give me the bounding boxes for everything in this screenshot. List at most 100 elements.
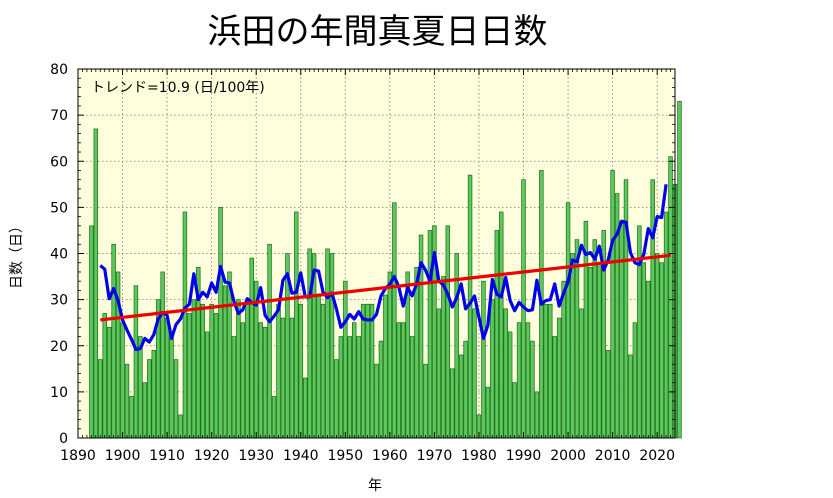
x-tick-label: 1980	[461, 448, 497, 464]
bar-1969	[427, 230, 433, 439]
y-tick-label: 10	[50, 385, 68, 401]
bar-1919	[204, 331, 210, 439]
bar-1997	[552, 336, 557, 439]
x-tick-label: 1990	[506, 448, 542, 464]
trend-line	[100, 253, 671, 322]
bar-2006	[592, 239, 598, 439]
bar-1926	[236, 299, 241, 439]
bar-1950	[343, 280, 348, 439]
bar-1911	[169, 336, 174, 439]
bar-1999	[561, 280, 566, 439]
x-tick-label: 1920	[194, 448, 230, 464]
x-tick-label: 1950	[327, 448, 363, 464]
bar-1920	[209, 303, 214, 439]
y-tick-label: 60	[50, 154, 68, 170]
bar-1945	[320, 303, 326, 439]
bar-1991	[525, 322, 531, 439]
bar-1962	[396, 322, 401, 439]
bar-1992	[530, 340, 535, 439]
bar-1959	[383, 294, 388, 439]
bar-1989	[516, 322, 522, 439]
bar-1905	[142, 382, 148, 439]
bar-2013	[623, 179, 629, 439]
bar-1952	[352, 322, 357, 439]
y-tick-label: 0	[59, 431, 68, 447]
bar-2010	[610, 170, 615, 439]
x-tick-label: 1930	[238, 448, 274, 464]
bar-1979	[472, 308, 477, 439]
trend-annotation: トレンド=10.9 (日/100年)	[91, 80, 265, 96]
bar-1976	[458, 354, 464, 439]
tick-labels: 1890 1900 1910 1920 1930 1940 1950 1960 1970 1980…	[50, 62, 675, 464]
bar-1900	[120, 322, 125, 439]
y-axis-label: 日数（日）	[9, 219, 25, 289]
bar-2022	[663, 211, 669, 439]
moving-average-line	[99, 184, 668, 352]
bar-2025	[677, 100, 682, 439]
bar-1995	[543, 303, 549, 439]
bar-2000	[565, 202, 571, 439]
bar-1915	[187, 313, 192, 439]
bar-1944	[316, 294, 321, 439]
bar-1927	[240, 322, 246, 439]
x-tick-label: 1940	[283, 448, 319, 464]
y-tick-label: 40	[50, 247, 68, 263]
bar-1954	[360, 303, 366, 439]
bar-2021	[659, 262, 664, 439]
bar-2020	[654, 253, 660, 439]
bar-1988	[512, 382, 517, 439]
bar-1957	[374, 363, 379, 439]
bar-1958	[378, 340, 384, 439]
y-tick-label: 30	[50, 293, 68, 309]
bar-1960	[387, 271, 393, 439]
bar-1955	[365, 303, 370, 439]
bar-1932	[262, 326, 268, 439]
bar-1904	[138, 336, 143, 439]
y-tick-label: 80	[50, 62, 68, 78]
bar-1938	[289, 317, 295, 439]
x-tick-label: 1960	[372, 448, 408, 464]
y-tick-label: 20	[50, 339, 68, 355]
bar-1942	[307, 248, 312, 439]
bar-1939	[294, 211, 299, 439]
bar-1925	[231, 336, 237, 439]
bar-1985	[499, 211, 504, 439]
x-tick-label: 2000	[550, 448, 586, 464]
bar-1907	[151, 350, 156, 439]
bar-1982	[485, 386, 491, 439]
bar-1921	[213, 313, 219, 439]
bar-1941	[302, 377, 308, 439]
bar-1923	[222, 285, 228, 439]
x-tick-label: 2010	[595, 448, 631, 464]
bar-1931	[258, 322, 263, 439]
bar-1935	[276, 303, 281, 439]
bar-1996	[548, 303, 553, 439]
bar-1940	[298, 303, 303, 439]
bar-2019	[650, 179, 655, 439]
bar-1968	[423, 363, 428, 439]
x-axis-label: 年	[368, 478, 382, 494]
bar-2003	[579, 308, 584, 439]
bar-1965	[409, 336, 415, 439]
bar-1893	[89, 225, 94, 439]
bar-1912	[173, 359, 179, 439]
bar-1903	[133, 285, 139, 439]
bar-2017	[641, 262, 647, 439]
bar-2005	[588, 266, 593, 439]
bar-1916	[191, 299, 197, 439]
bar-1936	[280, 317, 286, 439]
bar-2015	[632, 322, 638, 439]
bar-1913	[178, 414, 183, 439]
bar-1974	[450, 368, 455, 439]
x-tick-label: 1910	[149, 448, 185, 464]
x-tick-label: 1970	[417, 448, 453, 464]
bar-1897	[106, 326, 112, 439]
bar-2001	[570, 253, 575, 439]
bar-1984	[494, 230, 500, 439]
bar-1906	[147, 359, 152, 439]
bar-1902	[129, 396, 134, 439]
bar-2009	[605, 350, 611, 439]
bar-1947	[329, 253, 335, 439]
bar-1949	[338, 336, 344, 439]
